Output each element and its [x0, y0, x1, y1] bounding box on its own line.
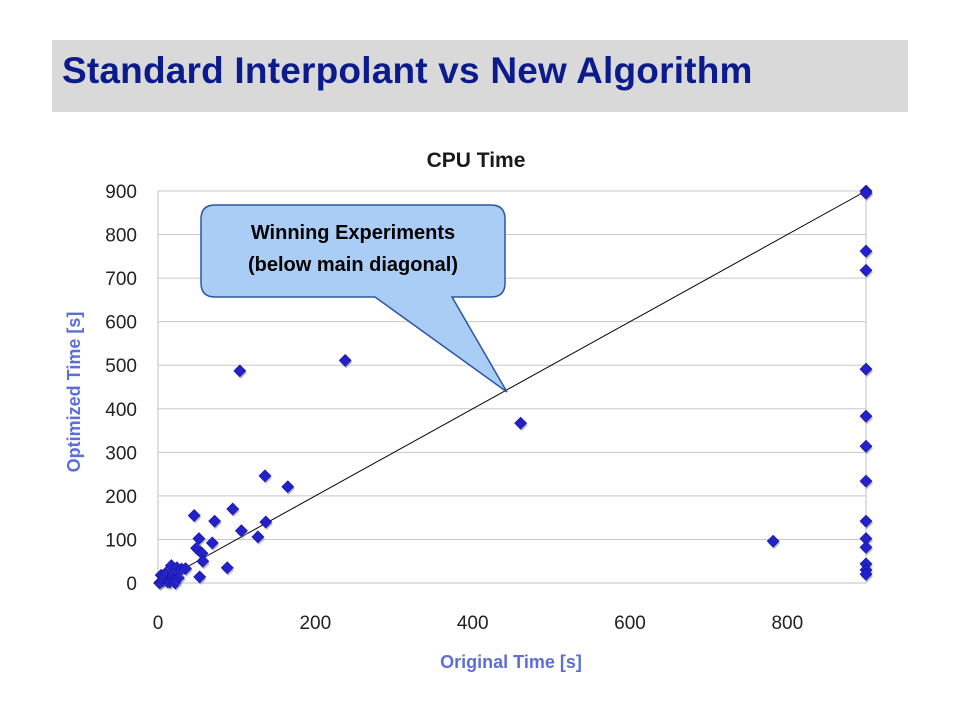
- x-tick-label-400: 400: [457, 613, 489, 634]
- data-point-26: [226, 502, 240, 516]
- data-point-19: [192, 532, 206, 545]
- data-point-16: [179, 562, 192, 576]
- data-point-40: [859, 362, 873, 376]
- y-tick-label-600: 600: [105, 313, 137, 334]
- callout-line-2: (below main diagonal): [247, 254, 458, 276]
- x-tick-label-200: 200: [299, 613, 331, 634]
- data-point-38: [859, 244, 873, 258]
- data-point-33: [338, 354, 352, 367]
- y-axis-title: Optimized Time [s]: [64, 312, 84, 473]
- callout-line-1: Winning Experiments: [250, 222, 456, 244]
- callout-label: Winning Experiments (below main diagonal…: [205, 217, 501, 281]
- title-band: [52, 40, 908, 112]
- data-point-17: [187, 509, 201, 522]
- data-point-29: [251, 530, 265, 544]
- y-tick-label-400: 400: [105, 400, 137, 421]
- data-point-24: [208, 514, 222, 528]
- data-point-22: [196, 554, 210, 568]
- data-point-46: [859, 540, 873, 554]
- data-point-30: [258, 469, 272, 483]
- data-point-37: [859, 186, 873, 200]
- x-tick-label-0: 0: [153, 613, 164, 634]
- data-point-42: [859, 439, 873, 453]
- chart-title: CPU Time: [427, 149, 526, 172]
- y-tick-label-500: 500: [105, 356, 137, 377]
- tick-labels: 0 100 200 300 400 500 600 700 800 900 0 200 400 600 80…: [105, 182, 803, 634]
- data-points: [153, 184, 873, 591]
- data-point-25: [220, 561, 234, 575]
- data-point-34: [514, 416, 528, 430]
- data-point-41: [859, 409, 873, 423]
- data-point-44: [859, 514, 873, 528]
- slide-title: Standard Interpolant vs New Algorithm: [62, 50, 753, 91]
- data-point-35: [766, 534, 780, 548]
- data-point-27: [233, 364, 247, 378]
- callout-bubble: [200, 204, 508, 393]
- data-point-31: [259, 515, 273, 529]
- y-tick-label-700: 700: [105, 269, 137, 290]
- y-tick-label-200: 200: [105, 487, 137, 508]
- y-tick-label-0: 0: [126, 574, 137, 595]
- y-tick-label-800: 800: [105, 226, 137, 247]
- data-point-32: [281, 480, 295, 494]
- data-point-43: [859, 474, 873, 488]
- data-point-28: [234, 524, 248, 538]
- data-point-49: [859, 567, 873, 581]
- data-point-20: [193, 570, 207, 584]
- diagonal-reference-line: [157, 190, 867, 584]
- y-tick-label-900: 900: [105, 182, 137, 203]
- data-point-39: [859, 263, 873, 277]
- data-point-23: [205, 536, 219, 550]
- x-axis-title: Original Time [s]: [440, 652, 582, 672]
- x-tick-label-800: 800: [771, 613, 803, 634]
- x-tick-label-600: 600: [614, 613, 646, 634]
- y-tick-label-300: 300: [105, 443, 137, 464]
- y-tick-label-100: 100: [105, 530, 137, 551]
